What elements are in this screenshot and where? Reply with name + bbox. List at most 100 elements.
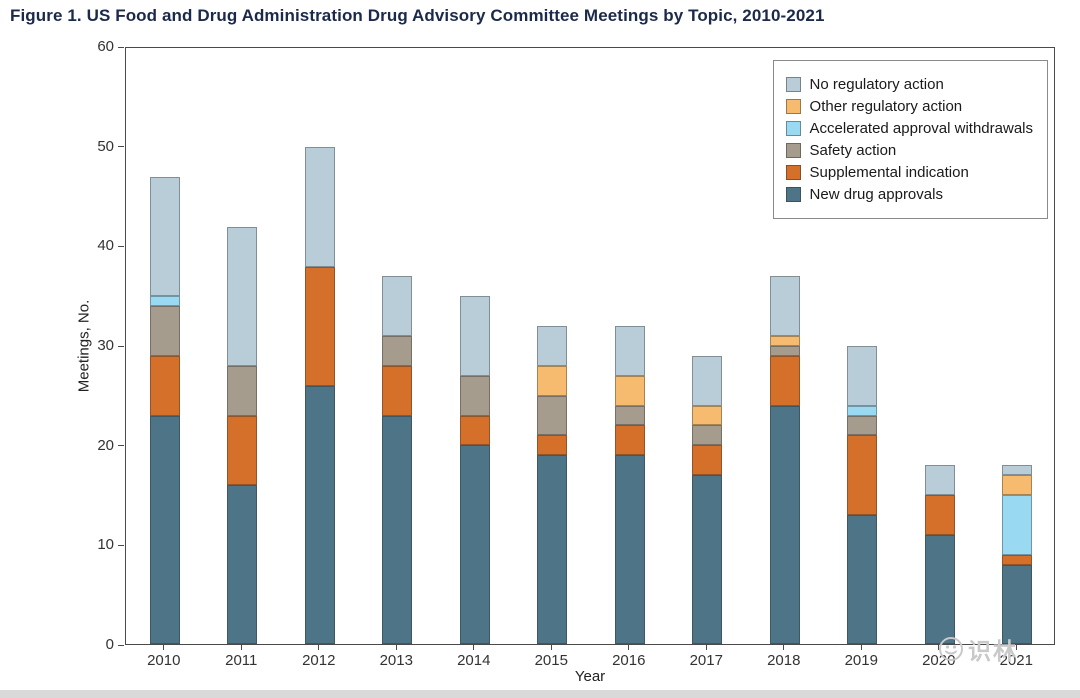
bar-segment-new-drug-approvals — [304, 385, 335, 644]
x-tick-label-2020: 2020 — [922, 652, 956, 669]
plot-area: No regulatory action Other regulatory act… — [125, 47, 1055, 645]
bar-segment-supplemental-indication — [227, 415, 258, 486]
bar-segment-no-regulatory-action — [692, 355, 723, 406]
bar-segment-supplemental-indication — [459, 415, 490, 446]
bottom-bar — [0, 690, 1080, 698]
bar-segment-new-drug-approvals — [227, 485, 258, 644]
legend-swatch-icon — [785, 165, 801, 180]
bar-segment-safety-action — [614, 405, 645, 426]
bar-segment-new-drug-approvals — [1002, 564, 1033, 644]
bar-segment-new-drug-approvals — [149, 415, 180, 644]
x-tick-mark — [318, 645, 320, 650]
x-tick-mark — [628, 645, 630, 650]
y-tick-label: 50 — [97, 137, 114, 155]
bar-segment-accelerated-approval-withdrawals — [1002, 495, 1033, 555]
x-tick-label-2012: 2012 — [302, 652, 336, 669]
legend-item-accelerated-approval-withdrawals: Accelerated approval withdrawals — [785, 120, 1033, 137]
bar-segment-supplemental-indication — [537, 435, 568, 456]
bar-segment-no-regulatory-action — [537, 326, 568, 366]
x-tick-mark — [783, 645, 785, 650]
y-tick-mark — [118, 146, 124, 148]
y-tick-mark — [118, 644, 124, 646]
chart-legend: No regulatory action Other regulatory act… — [772, 60, 1048, 219]
bar-segment-supplemental-indication — [614, 425, 645, 456]
bar-segment-no-regulatory-action — [769, 276, 800, 337]
y-tick-label: 30 — [97, 337, 114, 354]
bar-segment-safety-action — [847, 415, 878, 436]
bar-segment-supplemental-indication — [149, 355, 180, 416]
bar-segment-no-regulatory-action — [459, 296, 490, 376]
bar-segment-new-drug-approvals — [382, 415, 413, 644]
bar-segment-safety-action — [537, 395, 568, 436]
legend-label: Supplemental indication — [809, 164, 969, 181]
x-tick-label-2018: 2018 — [767, 652, 801, 669]
y-tick-label: 40 — [97, 237, 114, 255]
x-tick-mark — [705, 645, 707, 650]
bar-segment-no-regulatory-action — [847, 346, 878, 406]
bar-segment-other-regulatory-action — [537, 365, 568, 396]
bar-segment-no-regulatory-action — [1002, 465, 1033, 476]
legend-swatch-icon — [785, 121, 801, 136]
x-tick-label-2013: 2013 — [379, 652, 413, 669]
legend-swatch-icon — [785, 187, 801, 202]
bar-segment-safety-action — [149, 306, 180, 356]
legend-label: Safety action — [809, 142, 897, 159]
legend-swatch-icon — [785, 143, 801, 158]
x-axis-title: Year — [574, 668, 606, 685]
x-tick-label-2016: 2016 — [612, 652, 646, 669]
x-tick-mark — [938, 645, 940, 650]
y-tick-mark — [118, 46, 124, 48]
bar-segment-new-drug-approvals — [692, 475, 723, 644]
bar-segment-safety-action — [692, 425, 723, 446]
x-tick-mark — [860, 645, 862, 650]
x-tick-mark — [1015, 645, 1017, 650]
legend-swatch-icon — [785, 99, 801, 114]
bar-segment-other-regulatory-action — [614, 375, 645, 406]
legend-item-no-regulatory-action: No regulatory action — [785, 76, 1033, 93]
figure-title: Figure 1. US Food and Drug Administratio… — [10, 6, 825, 25]
x-tick-label-2017: 2017 — [689, 652, 723, 669]
bar-segment-other-regulatory-action — [769, 336, 800, 346]
bar-segment-supplemental-indication — [692, 445, 723, 476]
bar-segment-new-drug-approvals — [459, 445, 490, 644]
bar-segment-new-drug-approvals — [924, 534, 955, 644]
bar-segment-no-regulatory-action — [149, 177, 180, 297]
bar-segment-other-regulatory-action — [1002, 475, 1033, 495]
legend-item-safety-action: Safety action — [785, 142, 1033, 159]
x-tick-label-2021: 2021 — [999, 652, 1033, 669]
bar-segment-no-regulatory-action — [614, 326, 645, 376]
x-tick-label-2010: 2010 — [147, 652, 181, 669]
legend-item-new-drug-approvals: New drug approvals — [785, 186, 1033, 203]
legend-label: Accelerated approval withdrawals — [809, 120, 1033, 137]
y-tick-label: 10 — [97, 536, 114, 554]
bar-segment-supplemental-indication — [924, 495, 955, 535]
bar-segment-supplemental-indication — [304, 266, 335, 386]
bar-segment-new-drug-approvals — [769, 405, 800, 644]
bar-segment-supplemental-indication — [1002, 554, 1033, 565]
bar-segment-new-drug-approvals — [614, 455, 645, 644]
x-tick-mark — [240, 645, 242, 650]
y-tick-label: 20 — [97, 436, 114, 454]
y-tick-label: 60 — [97, 38, 114, 55]
legend-item-supplemental-indication: Supplemental indication — [785, 164, 1033, 181]
bar-segment-supplemental-indication — [382, 365, 413, 416]
bar-segment-new-drug-approvals — [537, 455, 568, 644]
bar-segment-no-regulatory-action — [304, 147, 335, 267]
bar-segment-accelerated-approval-withdrawals — [847, 405, 878, 416]
legend-label: New drug approvals — [809, 186, 943, 203]
bar-segment-supplemental-indication — [847, 435, 878, 515]
bar-segment-new-drug-approvals — [847, 514, 878, 644]
bar-segment-no-regulatory-action — [227, 226, 258, 366]
bar-segment-other-regulatory-action — [692, 405, 723, 426]
bar-segment-no-regulatory-action — [924, 465, 955, 495]
y-tick-mark — [118, 445, 124, 447]
bar-segment-safety-action — [459, 375, 490, 416]
bar-segment-supplemental-indication — [769, 355, 800, 406]
y-tick-mark — [118, 345, 124, 347]
x-tick-label-2019: 2019 — [844, 652, 878, 669]
bar-segment-safety-action — [227, 365, 258, 416]
y-tick-mark — [118, 544, 124, 546]
x-tick-mark — [163, 645, 165, 650]
x-tick-mark — [395, 645, 397, 650]
